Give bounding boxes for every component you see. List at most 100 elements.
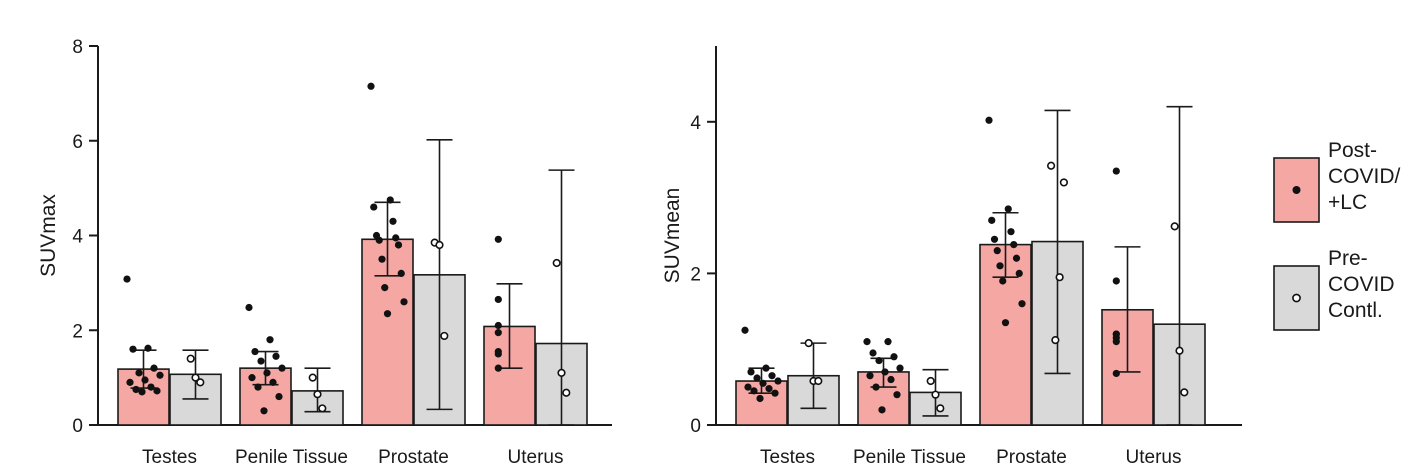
data-point-pre: [1175, 346, 1184, 355]
data-point-post: [759, 379, 767, 387]
data-point-pre: [308, 373, 317, 382]
data-point-pre: [814, 376, 823, 386]
data-point-post: [245, 303, 253, 312]
y-tick-label: 8: [72, 37, 83, 58]
data-point-post: [272, 352, 280, 360]
data-point-post: [1010, 240, 1018, 249]
data-point-post: [494, 350, 502, 358]
data-point-post: [1001, 319, 1010, 327]
data-point-pre: [191, 373, 200, 382]
data-point-post: [1112, 277, 1120, 285]
data-point-pre: [1170, 222, 1179, 231]
data-point-post: [771, 389, 779, 397]
data-point-post: [123, 275, 131, 283]
legend-label-line: Post-: [1328, 139, 1377, 162]
data-point-pre: [440, 331, 449, 341]
data-point-post: [383, 310, 392, 318]
data-point-pre: [936, 404, 945, 413]
data-point-post: [257, 357, 265, 365]
data-point-post: [753, 374, 761, 382]
data-point-post: [494, 329, 502, 337]
data-point-post: [389, 217, 397, 225]
data-point-post: [156, 371, 164, 379]
data-point-pre: [1180, 388, 1189, 397]
data-point-post: [875, 356, 883, 365]
data-point-post: [494, 295, 502, 304]
data-point-post: [988, 216, 996, 224]
data-point-post: [248, 374, 256, 382]
legend-label-line: COVID/: [1328, 165, 1401, 188]
data-point-pre: [1055, 273, 1064, 282]
data-point-post: [254, 383, 262, 391]
legend-marker-open-circle: [1292, 293, 1301, 303]
data-point-post: [999, 277, 1007, 285]
y-axis-label: SUVmax: [37, 194, 60, 277]
y-tick-label: 6: [72, 132, 83, 153]
data-point-pre: [196, 378, 205, 387]
data-point-post: [762, 364, 770, 372]
category-label: Prostate: [996, 447, 1067, 468]
data-point-post: [260, 407, 268, 415]
data-point-post: [1112, 167, 1120, 175]
data-point-post: [893, 391, 901, 399]
data-point-post: [251, 347, 259, 356]
data-point-post: [126, 378, 134, 386]
chart-panel-suvmax: 0 2 4 6 8 SUVmax Testes Penile Tissue Prostate Ut…: [37, 37, 612, 468]
data-point-post: [990, 235, 999, 243]
category-label: Prostate: [378, 447, 449, 468]
data-point-post: [381, 284, 389, 292]
category-label: Uterus: [508, 447, 564, 468]
data-point-pre: [435, 240, 444, 250]
data-point-post: [1012, 254, 1021, 262]
data-point-post: [881, 368, 889, 376]
category-label: Penile Tissue: [235, 447, 348, 468]
data-point-post: [869, 349, 877, 357]
data-point-post: [1112, 338, 1120, 346]
data-point-post: [147, 383, 155, 391]
data-point-post: [370, 203, 378, 211]
data-point-pre: [552, 258, 561, 268]
data-point-post: [269, 378, 277, 386]
data-point-post: [494, 235, 502, 243]
data-point-post: [1004, 205, 1012, 213]
data-point-post: [756, 394, 764, 403]
chart-panel-suvmean: 0 2 4 SUVmean Testes Penile Tissue Prostate Ute…: [661, 46, 1242, 468]
data-point-post: [747, 368, 755, 376]
legend-label-line: Contl.: [1328, 299, 1383, 322]
data-point-post: [890, 353, 898, 361]
data-point-post: [744, 383, 752, 391]
data-point-post: [129, 345, 137, 353]
data-point-post: [1015, 269, 1023, 277]
y-tick-label: 0: [72, 416, 83, 437]
y-tick-label: 0: [690, 416, 701, 437]
data-point-post: [768, 372, 776, 380]
data-point-post: [275, 392, 283, 401]
y-tick-label: 4: [72, 227, 83, 248]
data-point-post: [144, 344, 152, 352]
data-point-post: [741, 326, 749, 334]
data-point-post: [774, 377, 782, 385]
data-point-post: [378, 255, 386, 263]
legend-label-line: +LC: [1328, 191, 1367, 214]
data-point-post: [150, 364, 158, 372]
data-point-post: [266, 336, 274, 344]
y-axis-label: SUVmean: [661, 188, 684, 284]
data-point-post: [765, 385, 773, 393]
data-point-post: [135, 369, 143, 377]
data-point-post: [132, 385, 140, 394]
category-label: Penile Tissue: [853, 447, 966, 468]
data-point-post: [985, 116, 993, 124]
data-point-pre: [318, 404, 327, 413]
data-point-pre: [1059, 178, 1068, 187]
legend-marker-filled-circle: [1292, 186, 1301, 194]
data-point-post: [750, 387, 758, 395]
data-point-pre: [313, 390, 322, 399]
data-point-post: [1112, 369, 1120, 378]
data-point-pre: [926, 376, 935, 386]
data-point-post: [1007, 228, 1015, 236]
data-point-post: [878, 406, 886, 414]
y-tick-label: 2: [690, 264, 701, 285]
data-point-post: [863, 338, 871, 346]
data-point-post: [993, 247, 1001, 255]
